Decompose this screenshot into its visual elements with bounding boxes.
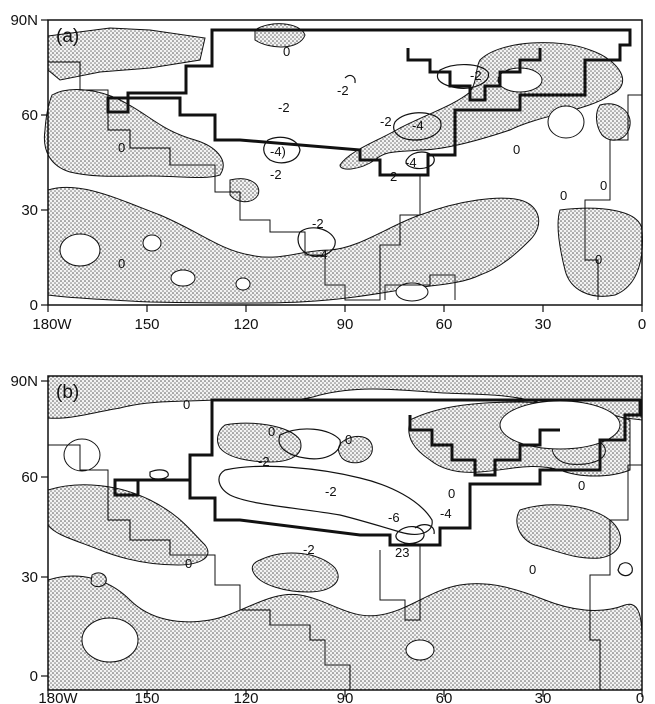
- lon-label: 150: [134, 316, 159, 333]
- contour-label: -4: [440, 506, 452, 521]
- contour-label: 0: [118, 140, 125, 155]
- contour-label: -2: [312, 216, 324, 231]
- thin-outline-b: [48, 444, 385, 691]
- thin-outline-a4: [584, 94, 642, 300]
- contour-label: -2: [270, 167, 282, 182]
- ticks-b: [41, 380, 643, 697]
- contour-label: 0: [118, 256, 125, 271]
- panel-a: 90N 60 30 0 180W 150 120 90 60 30 0 (a) …: [10, 12, 646, 333]
- heavy-outline-a2: [406, 48, 542, 102]
- ticks-a: [41, 19, 643, 312]
- contours-a: [263, 64, 490, 257]
- lat-label: 60: [21, 107, 38, 124]
- stipple-regions-a: [43, 23, 643, 304]
- lon-label: 120: [233, 316, 258, 333]
- contour-label: -2: [470, 68, 482, 83]
- thin-outline-b4: [589, 464, 642, 690]
- lon-label: 60: [436, 316, 453, 333]
- lat-label: 30: [21, 569, 38, 586]
- contour-label: 0: [345, 432, 352, 447]
- contour-label: -2: [303, 542, 315, 557]
- lon-label: 90: [337, 316, 354, 333]
- lat-labels-a: 90N 60 30 0: [10, 12, 38, 314]
- contour-label: 0: [448, 486, 455, 501]
- lon-label: 180W: [32, 316, 72, 333]
- contour-label: 2: [390, 169, 397, 184]
- contour-label: 0: [283, 44, 290, 59]
- lon-label: 30: [535, 690, 552, 704]
- lat-label: 60: [21, 469, 38, 486]
- heavy-outline-b2: [408, 415, 560, 477]
- contour-label: 0: [595, 252, 602, 267]
- thin-outline-a: [48, 61, 421, 301]
- lat-label: 90N: [10, 373, 38, 390]
- lon-label: 180W: [38, 690, 78, 704]
- panel-b: 90N 60 30 0 180W 150 120 90 60 30 0 (b) …: [10, 373, 644, 704]
- thin-outline-a3: [384, 274, 456, 300]
- heavy-outline-a: [106, 28, 632, 177]
- lon-label: 30: [535, 316, 552, 333]
- contour-label: -4: [316, 247, 328, 262]
- lat-labels-b: 90N 60 30 0: [10, 373, 38, 685]
- contour-labels-b: 0 0 -2 0 -2 -6 -4 0 -2 23 0 0 0: [183, 397, 585, 577]
- contour-label: 0: [578, 478, 585, 493]
- contour-label: -2: [258, 454, 270, 469]
- contour-label: -2: [380, 114, 392, 129]
- lat-label: 0: [30, 297, 38, 314]
- contour-label: -4): [270, 144, 286, 159]
- holes-b: [63, 400, 621, 663]
- contour-label: 23: [395, 545, 409, 560]
- contour-label: 0: [513, 142, 520, 157]
- lon-labels-b: 180W 150 120 90 60 30 0: [38, 690, 644, 704]
- contour-label: -4: [405, 155, 417, 170]
- heavy-outline-b: [113, 398, 642, 547]
- lon-label: 90: [337, 690, 354, 704]
- contour-label: -2: [325, 484, 337, 499]
- lon-label: 0: [636, 690, 644, 704]
- contour-label: 0: [600, 178, 607, 193]
- contour-label: 0: [183, 397, 190, 412]
- holes-a: [59, 67, 585, 302]
- contour-label: 0: [268, 424, 275, 439]
- lon-labels-a: 180W 150 120 90 60 30 0: [32, 316, 646, 333]
- contour-label: 0: [529, 562, 536, 577]
- lat-label: 90N: [10, 12, 38, 29]
- contour-label: -2: [337, 83, 349, 98]
- lat-label: 30: [21, 202, 38, 219]
- contour-label: -4: [412, 118, 424, 133]
- lon-label: 150: [134, 690, 159, 704]
- lon-label: 0: [638, 316, 646, 333]
- contour-label: -2: [278, 100, 290, 115]
- contour-label: 0: [185, 556, 192, 571]
- panel-label: (b): [56, 382, 79, 403]
- panel-label: (a): [56, 26, 79, 47]
- contour-label: -6: [388, 510, 400, 525]
- contour-labels-a: 0 0 0 0 0 -2 -2 -2 -4 -4) -2 -4 2 -2 -4 …: [118, 44, 607, 271]
- contours-b: [149, 428, 633, 577]
- lat-label: 0: [30, 668, 38, 685]
- thin-outline-b3: [379, 545, 421, 621]
- lon-label: 60: [436, 690, 453, 704]
- contour-label: 0: [560, 188, 567, 203]
- lon-label: 120: [233, 690, 258, 704]
